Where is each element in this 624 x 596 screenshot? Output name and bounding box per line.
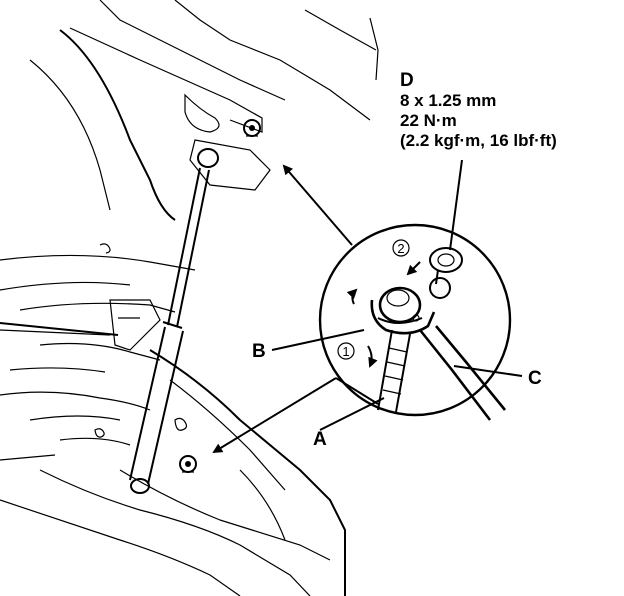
leader-d bbox=[449, 159, 463, 251]
detail-magnified-view bbox=[318, 223, 512, 421]
step-1-number: 1 bbox=[342, 344, 349, 359]
leader-b bbox=[271, 329, 365, 351]
pry-up-arrow bbox=[346, 288, 358, 305]
label-c: C bbox=[528, 368, 542, 389]
bracket-leader-line bbox=[0, 322, 119, 336]
lower-ball-stud bbox=[179, 455, 197, 473]
label-a: A bbox=[313, 429, 327, 450]
leader-a bbox=[319, 397, 385, 431]
step-1-marker: 1 bbox=[337, 342, 355, 360]
pull-off-arrow-2 bbox=[406, 261, 421, 276]
bolt-size-spec: 8 x 1.25 mm bbox=[400, 91, 496, 110]
arrow-link-detail bbox=[335, 377, 379, 405]
ball-stud-d bbox=[429, 247, 463, 299]
arrow-to-lower-mount bbox=[212, 377, 337, 454]
rotation-arrow-1 bbox=[367, 345, 378, 368]
step-2-number: 2 bbox=[397, 241, 404, 256]
arrow-to-upper-mount bbox=[282, 164, 353, 246]
torque-nm-spec: 22 N·m bbox=[400, 111, 457, 130]
support-strut bbox=[129, 148, 219, 494]
upper-ball-stud bbox=[243, 119, 261, 137]
torque-alt-units-spec: (2.2 kgf·m, 16 lbf·ft) bbox=[400, 131, 557, 150]
label-d: D bbox=[400, 70, 414, 91]
label-b: B bbox=[252, 341, 266, 362]
strut-rod-a bbox=[377, 329, 393, 411]
step-2-marker: 2 bbox=[392, 239, 410, 257]
vehicle-body-lineart bbox=[0, 0, 379, 596]
leader-c bbox=[453, 365, 523, 377]
strut-socket-end bbox=[370, 286, 507, 421]
screwdriver-c bbox=[418, 329, 492, 421]
